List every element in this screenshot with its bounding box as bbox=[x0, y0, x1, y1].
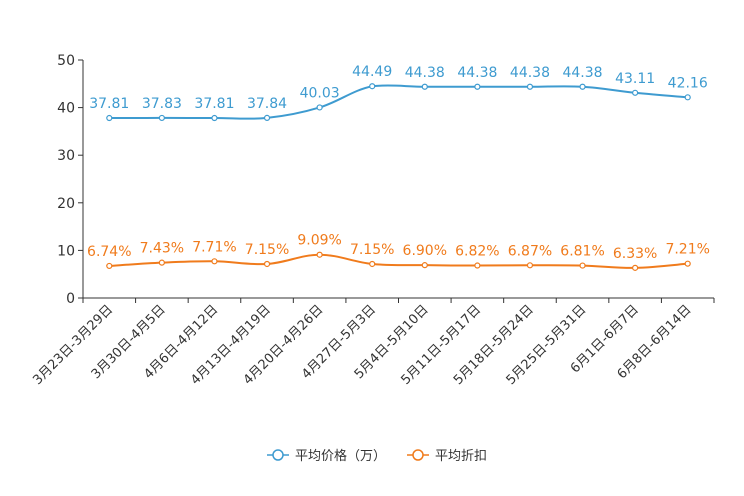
y-tick-label: 40 bbox=[57, 101, 75, 117]
legend-label: 平均价格（万） bbox=[295, 448, 386, 464]
data-point[interactable] bbox=[316, 104, 323, 111]
data-point[interactable] bbox=[474, 83, 481, 90]
data-label: 7.71% bbox=[192, 239, 236, 255]
data-label: 6.87% bbox=[508, 243, 552, 259]
data-label: 6.90% bbox=[403, 243, 447, 259]
legend[interactable]: 平均价格（万） 平均折扣 bbox=[267, 448, 487, 464]
data-point[interactable] bbox=[316, 251, 323, 258]
y-tick-label: 10 bbox=[57, 243, 75, 259]
data-point[interactable] bbox=[211, 114, 218, 122]
data-point[interactable] bbox=[579, 262, 586, 269]
legend-marker-icon bbox=[412, 449, 424, 461]
data-label: 6.82% bbox=[455, 244, 499, 260]
data-point[interactable] bbox=[106, 262, 113, 270]
legend-item-0[interactable]: 平均价格（万） bbox=[267, 448, 386, 464]
data-point[interactable] bbox=[684, 94, 691, 101]
data-point[interactable] bbox=[106, 114, 113, 122]
y-tick-label: 50 bbox=[57, 53, 75, 69]
y-tick-label: 0 bbox=[66, 291, 75, 307]
data-point[interactable] bbox=[526, 83, 534, 90]
data-label: 42.16 bbox=[668, 75, 708, 91]
data-label: 6.74% bbox=[87, 244, 131, 260]
data-label: 9.09% bbox=[297, 233, 341, 249]
axes bbox=[78, 59, 715, 303]
data-point[interactable] bbox=[684, 260, 691, 267]
data-point[interactable] bbox=[211, 258, 218, 265]
data-point[interactable] bbox=[421, 83, 428, 90]
data-label: 6.33% bbox=[613, 246, 657, 262]
data-label: 37.84 bbox=[247, 96, 287, 112]
series-line bbox=[109, 253, 688, 269]
data-point[interactable] bbox=[263, 114, 271, 121]
series-group: 37.81 37.83 37.81 37.84 40.03 44.49 44.38 44.38… bbox=[87, 64, 710, 271]
data-point[interactable] bbox=[474, 262, 481, 269]
data-label: 7.21% bbox=[665, 242, 709, 258]
data-point[interactable] bbox=[579, 83, 586, 90]
data-label: 7.15% bbox=[245, 242, 289, 258]
data-point[interactable] bbox=[632, 264, 639, 271]
data-label: 6.81% bbox=[560, 244, 604, 260]
data-label: 7.15% bbox=[350, 242, 394, 258]
data-label: 43.11 bbox=[615, 71, 655, 87]
series-0: 37.81 37.83 37.81 37.84 40.03 44.49 44.38 44.38… bbox=[89, 64, 708, 122]
data-label: 44.38 bbox=[405, 65, 445, 81]
x-axis-labels: 3月23日-3月29日3月30日-4月5日4月6日-4月12日4月13日-4月1… bbox=[30, 302, 694, 388]
series-line bbox=[109, 84, 688, 120]
y-tick-label: 20 bbox=[57, 196, 75, 212]
y-tick-label: 30 bbox=[57, 148, 75, 164]
legend-marker-icon bbox=[272, 449, 284, 461]
data-point[interactable] bbox=[369, 83, 376, 90]
data-point[interactable] bbox=[158, 259, 165, 266]
series-1: 6.74% 7.43% 7.71% 7.15% 9.09% 7.15% 6.90% 6.82%… bbox=[87, 233, 710, 271]
data-label: 37.81 bbox=[194, 96, 234, 112]
data-point[interactable] bbox=[526, 262, 534, 269]
data-point[interactable] bbox=[632, 89, 639, 96]
y-axis-labels: 0 10 20 30 40 50 bbox=[57, 53, 75, 307]
data-label: 44.38 bbox=[562, 65, 602, 81]
data-label: 44.49 bbox=[352, 64, 392, 80]
data-point[interactable] bbox=[158, 114, 165, 122]
data-label: 7.43% bbox=[140, 241, 184, 257]
data-point[interactable] bbox=[263, 260, 271, 268]
data-label: 37.83 bbox=[142, 96, 182, 112]
data-point[interactable] bbox=[421, 262, 428, 269]
legend-item-1[interactable]: 平均折扣 bbox=[407, 449, 487, 464]
data-label: 44.38 bbox=[510, 65, 550, 81]
data-label: 40.03 bbox=[300, 85, 340, 101]
legend-label: 平均折扣 bbox=[435, 449, 487, 464]
data-point[interactable] bbox=[369, 260, 376, 268]
data-label: 44.38 bbox=[457, 65, 497, 81]
data-label: 37.81 bbox=[89, 96, 129, 112]
